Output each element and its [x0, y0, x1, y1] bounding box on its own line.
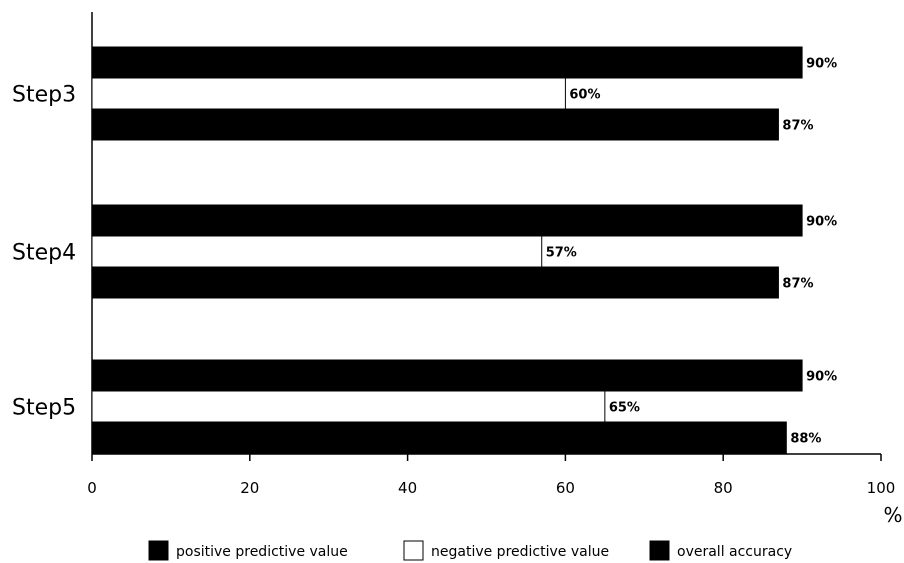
bar-step5-series-1: [91, 359, 803, 392]
data-label: 57%: [546, 246, 577, 261]
bar-step4-series-3: [91, 266, 779, 299]
value-labels: 90% 60% 87% 90% 57% 87% 90% 65% 88%: [546, 57, 837, 447]
x-tick-label: 40: [398, 479, 417, 497]
category-label: Step4: [12, 241, 76, 266]
legend-label: positive predictive value: [176, 544, 348, 560]
x-axis-unit-label: %: [883, 503, 902, 527]
data-label: 60%: [569, 88, 600, 103]
data-label: 90%: [806, 57, 837, 72]
data-label: 65%: [609, 401, 640, 416]
data-label: 90%: [806, 215, 837, 230]
category-labels: Step3 Step4 Step5: [12, 83, 76, 421]
bar-step5-series-2: [91, 390, 606, 423]
data-label: 87%: [782, 277, 813, 292]
x-ticks: 0 20 40 60 80 100: [87, 454, 895, 497]
legend: positive predictive value negative predic…: [148, 540, 792, 561]
legend-swatch: [148, 540, 169, 561]
category-label: Step5: [12, 396, 76, 421]
data-label: 90%: [806, 370, 837, 385]
x-tick-label: 60: [556, 479, 575, 497]
legend-swatch: [649, 540, 670, 561]
bars: [91, 46, 803, 454]
bar-step3-series-3: [91, 108, 779, 141]
x-tick-label: 80: [714, 479, 733, 497]
bar-step4-series-1: [91, 204, 803, 237]
data-label: 87%: [782, 119, 813, 134]
bar-step3-series-1: [91, 46, 803, 79]
x-tick-label: 100: [867, 479, 896, 497]
x-tick-label: 0: [87, 479, 97, 497]
bar-step4-series-2: [91, 235, 543, 268]
data-label: 88%: [790, 432, 821, 447]
category-label: Step3: [12, 83, 76, 108]
x-tick-label: 20: [240, 479, 259, 497]
legend-swatch: [403, 540, 424, 561]
legend-label: negative predictive value: [431, 544, 609, 560]
bar-step3-series-2: [91, 77, 566, 110]
bar-step5-series-3: [91, 421, 787, 454]
legend-label: overall accuracy: [677, 544, 792, 560]
